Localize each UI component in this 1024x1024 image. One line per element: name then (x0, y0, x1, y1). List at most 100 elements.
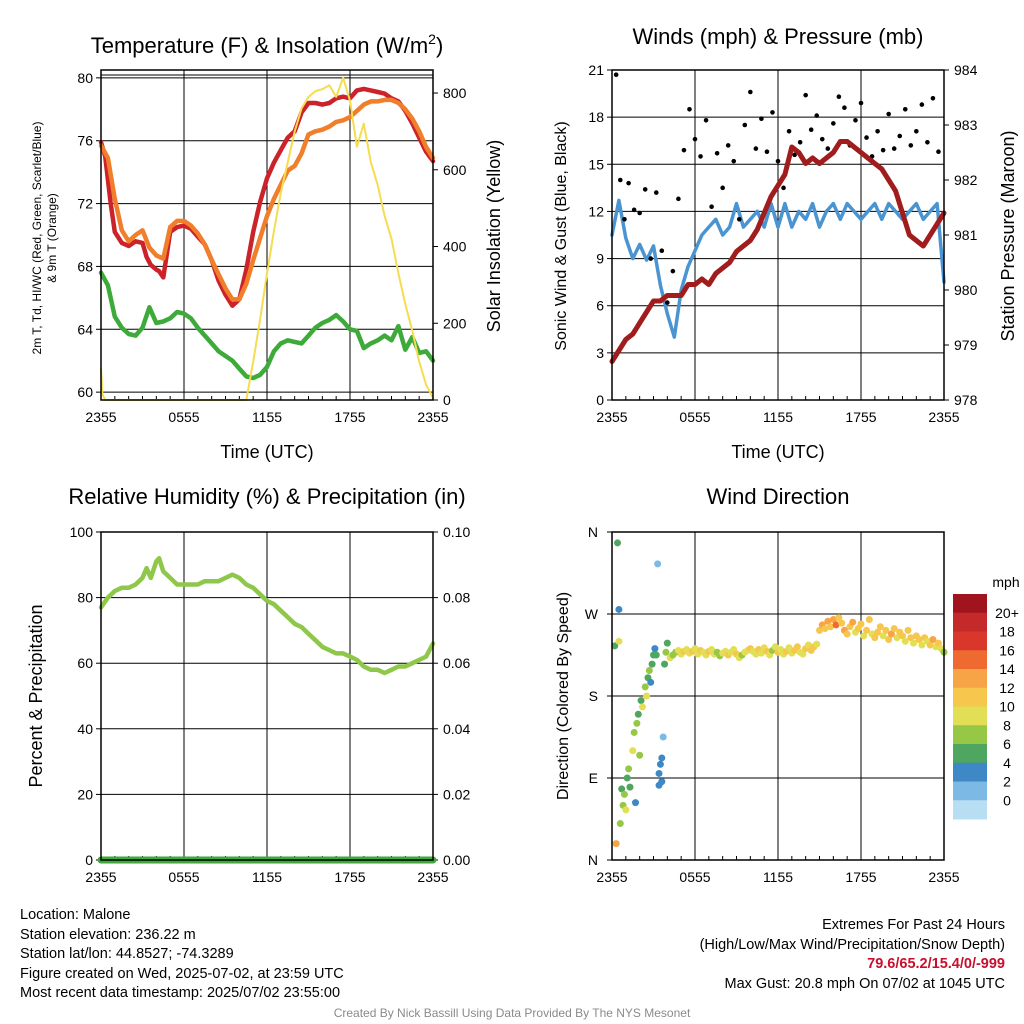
direction-point (615, 605, 623, 613)
colorbar-label: 2 (1003, 774, 1011, 790)
direction-point (816, 626, 823, 634)
y-tick-label-left: 15 (588, 156, 604, 172)
max-gust-text: Max Gust: 20.8 mph On 07/02 at 1045 UTC (724, 975, 1005, 992)
gust-dot (714, 150, 720, 156)
y-tick-label-left: 76 (77, 133, 93, 149)
series-line-2m-td (98, 270, 436, 381)
gust-dot (825, 146, 831, 151)
gust-dot (914, 128, 919, 134)
direction-point (612, 840, 620, 848)
direction-title: Wind Direction (706, 484, 849, 509)
temperature-ylabel-right: Solar Insolation (Yellow) (484, 140, 504, 332)
humidity-panel: Relative Humidity (%) & Precipitation (i… (26, 484, 470, 885)
direction-point (663, 639, 671, 647)
colorbar-swatch (953, 744, 987, 764)
direction-point (658, 778, 666, 786)
gust-dot (819, 136, 825, 142)
temperature-panel: Temperature (F) & Insolation (W/m2) 2m T… (30, 31, 504, 462)
x-tick-label: 1755 (845, 409, 876, 425)
direction-point (901, 637, 909, 645)
direction-point (659, 733, 667, 741)
recent-text: Most recent data timestamp: 2025/07/02 2… (20, 985, 341, 1001)
y-tick-label-right: 984 (954, 62, 978, 78)
direction-point (615, 637, 623, 645)
gust-dot (919, 102, 925, 107)
colorbar-swatch (953, 612, 987, 632)
direction-point (625, 765, 633, 773)
x-tick-label: 2355 (596, 409, 627, 425)
gust-dot (891, 146, 897, 151)
plot-frame (611, 69, 945, 401)
direction-point (771, 643, 779, 651)
x-tick-label: 1155 (252, 409, 282, 425)
y-tick-label-left: N (588, 524, 598, 540)
gust-dot (709, 204, 714, 210)
gust-dot (753, 146, 759, 151)
direction-point (641, 683, 649, 691)
latlon-text: Station lat/lon: 44.8527; -74.3289 (20, 946, 234, 962)
y-tick-label-left: S (589, 688, 598, 704)
direction-point (885, 636, 893, 644)
direction-point (829, 615, 837, 623)
series-line-station-pressure (609, 139, 947, 364)
colorbar-swatch (953, 669, 987, 689)
direction-point (929, 636, 937, 644)
plot-frame (611, 531, 945, 861)
direction-point (757, 649, 765, 657)
x-tick-label: 0555 (168, 409, 199, 425)
direction-ylabel-left: Direction (Colored By Speed) (555, 592, 572, 800)
direction-point (918, 641, 926, 649)
direction-point (632, 799, 640, 807)
direction-point (915, 636, 923, 644)
series-line-relative-humidity (98, 555, 436, 676)
direction-point (622, 806, 630, 814)
direction-point (618, 785, 626, 793)
x-tick-label: 1155 (252, 869, 282, 885)
y-tick-label-left: 64 (77, 321, 93, 337)
extremes-values: 79.6/65.2/15.4/0/-999 (867, 956, 1005, 972)
gust-dot (925, 139, 930, 145)
gust-dot (759, 116, 764, 122)
y-tick-label-left: 20 (77, 786, 93, 802)
gust-dot (842, 105, 847, 111)
gust-dot (676, 196, 681, 202)
colorbar-title: mph (992, 574, 1019, 590)
x-tick-label: 2355 (928, 869, 959, 885)
direction-point (636, 751, 644, 759)
y-tick-label-right: 0.08 (443, 590, 470, 606)
direction-point (655, 769, 663, 777)
direction-point (647, 678, 655, 686)
gust-dot (803, 92, 808, 98)
temperature-title: Temperature (F) & Insolation (W/m2) (91, 31, 444, 58)
direction-point (871, 634, 879, 642)
colorbar-label: 20+ (995, 605, 1019, 621)
gust-dot (665, 300, 670, 305)
y-tick-label-left: 18 (588, 109, 604, 125)
colorbar-swatch (953, 687, 987, 707)
direction-point (838, 619, 846, 627)
direction-point (863, 626, 871, 634)
direction-point (611, 642, 619, 650)
temperature-ylabel-left-1: 2m T, Td, HI/WC (Red, Green, Scarlet/Blu… (30, 122, 44, 355)
direction-point (813, 640, 821, 648)
x-tick-label: 0555 (679, 869, 710, 885)
gust-dot (659, 248, 665, 254)
gust-dot (858, 100, 864, 106)
direction-point (799, 650, 807, 658)
colorbar-label: 6 (1003, 736, 1011, 752)
direction-point (874, 628, 882, 636)
direction-point (651, 645, 659, 653)
gust-dot (642, 187, 648, 192)
x-tick-label: 2355 (417, 409, 448, 425)
gust-dot (703, 117, 709, 123)
colorbar-swatch (953, 594, 987, 614)
colorbar-swatch (953, 800, 987, 820)
series-line-sonic-wind (610, 198, 946, 339)
gust-dot (670, 268, 676, 274)
y-tick-label-right: 600 (443, 162, 467, 178)
y-tick-label-left: N (588, 852, 598, 868)
direction-point (926, 641, 934, 649)
y-tick-label-right: 978 (954, 392, 978, 408)
gust-dot (853, 117, 858, 123)
colorbar-label: 16 (999, 642, 1015, 658)
